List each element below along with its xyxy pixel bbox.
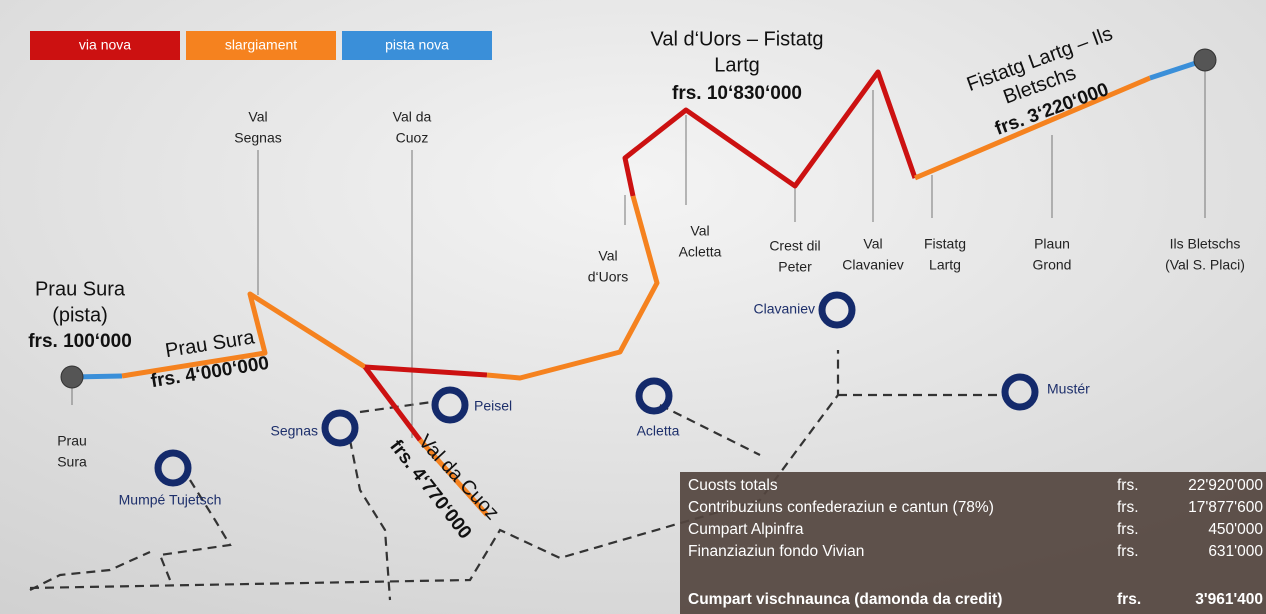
cost-amount: 450'000 xyxy=(1208,521,1263,538)
legend-swatch xyxy=(186,31,336,60)
point-label: Crest dil xyxy=(769,238,820,254)
point-label: Val xyxy=(598,248,617,264)
cost-label: Contribuziuns confederaziun e cantun (78… xyxy=(688,499,994,516)
legend-label: via nova xyxy=(79,37,131,53)
point-label: Prau xyxy=(57,433,87,449)
point-label: Val xyxy=(690,223,709,239)
village-name: Segnas xyxy=(271,423,318,439)
route-end xyxy=(1193,48,1217,72)
cost-amount: 631'000 xyxy=(1208,543,1263,560)
village-marker xyxy=(154,449,192,487)
route-segment xyxy=(121,291,367,379)
section-name: Lartg xyxy=(714,54,760,76)
village-name: Clavaniev xyxy=(754,301,815,317)
point-label: Lartg xyxy=(929,257,961,273)
cost-label: Cumpart Alpinfra xyxy=(688,521,804,538)
point-label: Val xyxy=(248,109,267,125)
section-name: Prau Sura xyxy=(35,278,126,300)
cost-currency: frs. xyxy=(1117,543,1139,560)
legend-label: slargiament xyxy=(225,37,297,53)
point-label: Acletta xyxy=(679,244,722,260)
cost-label: Finanziaziun fondo Vivian xyxy=(688,543,864,560)
route-segment xyxy=(914,75,1151,181)
point-label: (Val S. Placi) xyxy=(1165,257,1245,273)
route-segment xyxy=(486,195,660,381)
point-label: Val da xyxy=(393,109,432,125)
village-marker xyxy=(818,291,856,329)
point-label: Cuoz xyxy=(396,130,429,146)
village-marker xyxy=(321,409,359,447)
village-name: Peisel xyxy=(474,398,512,414)
legend-label: pista nova xyxy=(385,37,449,53)
point-label: Clavaniev xyxy=(842,257,903,273)
point-label: Segnas xyxy=(234,130,281,146)
point-label: Sura xyxy=(57,454,87,470)
section-name: Val d‘Uors – Fistatg xyxy=(650,28,823,50)
point-label: Grond xyxy=(1033,257,1072,273)
cost-label: Cuosts totals xyxy=(688,477,778,494)
point-label: Fistatg xyxy=(924,236,966,252)
point-label: Plaun xyxy=(1034,236,1070,252)
section-cost: frs. 10‘830‘000 xyxy=(672,83,802,104)
legend-swatch xyxy=(30,31,180,60)
point-label: Peter xyxy=(778,259,812,275)
cost-currency: frs. xyxy=(1117,591,1141,608)
route-end xyxy=(60,365,84,389)
point-label: Ils Bletschs xyxy=(1170,236,1241,252)
point-label: Val xyxy=(863,236,882,252)
cost-table xyxy=(680,472,1266,614)
village-marker xyxy=(1001,373,1039,411)
village-name: Mustér xyxy=(1047,381,1090,397)
cost-amount: 17'877'600 xyxy=(1188,499,1263,516)
cost-currency: frs. xyxy=(1117,521,1139,538)
route-segment xyxy=(418,438,489,517)
legend-swatch xyxy=(342,31,492,60)
cost-label: Cumpart vischnaunca (damonda da credit) xyxy=(688,591,1002,608)
route-segment xyxy=(363,365,422,442)
cost-currency: frs. xyxy=(1117,477,1139,494)
section-name: (pista) xyxy=(52,304,108,326)
cost-amount: 3'961'400 xyxy=(1195,591,1263,608)
village-marker xyxy=(635,377,673,415)
point-label: d‘Uors xyxy=(588,269,628,285)
cost-amount: 22'920'000 xyxy=(1188,477,1263,494)
cost-currency: frs. xyxy=(1117,499,1139,516)
village-marker xyxy=(431,386,469,424)
village-name: Mumpé Tujetsch xyxy=(119,492,222,508)
village-name: Acletta xyxy=(637,423,680,439)
route-segment xyxy=(622,69,918,197)
section-cost: frs. 100‘000 xyxy=(28,331,132,352)
route-segment xyxy=(364,364,488,378)
